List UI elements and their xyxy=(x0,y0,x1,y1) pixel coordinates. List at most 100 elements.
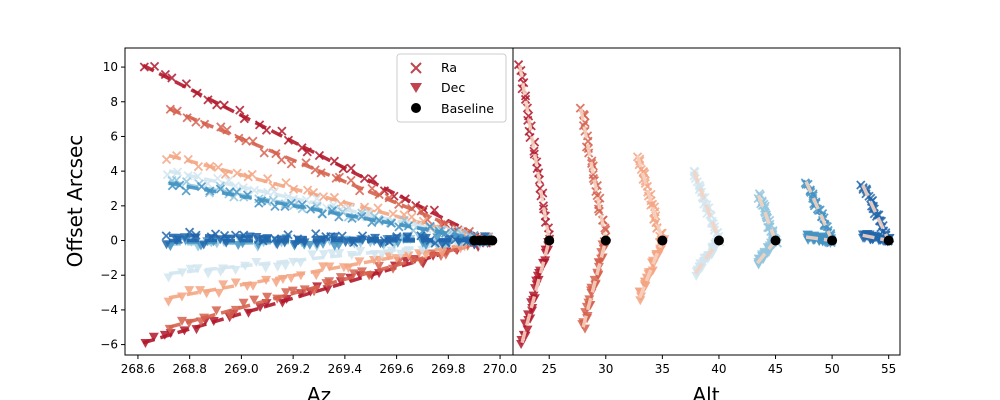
x-tick-label: 35 xyxy=(655,362,670,376)
ra-fit-line xyxy=(635,155,665,242)
y-tick-label: 0 xyxy=(110,234,118,248)
dec-point xyxy=(318,250,329,260)
left-data-marks xyxy=(139,61,498,349)
dec-point xyxy=(280,261,291,271)
dec-point xyxy=(395,249,406,259)
left-y-axis-label: Offset Arcsec xyxy=(63,135,87,268)
dec-point xyxy=(203,269,214,279)
legend-ra-label: Ra xyxy=(441,60,457,75)
y-tick-label: 8 xyxy=(110,95,118,109)
dec-point xyxy=(540,256,551,266)
dec-point xyxy=(185,264,196,274)
dec-point xyxy=(348,269,359,279)
dec-point xyxy=(184,286,195,296)
ra-point xyxy=(529,149,539,159)
dec-fit-line xyxy=(638,239,664,299)
ra-fit-line xyxy=(518,65,551,241)
dec-point xyxy=(307,250,318,260)
baseline-point xyxy=(600,235,611,246)
dec-point xyxy=(238,298,249,308)
ra-fit-line xyxy=(168,169,488,243)
ra-point xyxy=(283,191,293,202)
legend-ra-marker xyxy=(410,62,422,74)
dec-point xyxy=(272,262,283,272)
baseline-point xyxy=(883,235,894,246)
dec-fit-line xyxy=(581,240,608,328)
ra-point xyxy=(213,162,223,172)
dec-fit-line xyxy=(168,238,488,329)
dec-point xyxy=(647,266,658,276)
dec-point xyxy=(355,246,366,256)
legend-box xyxy=(396,53,507,123)
x-tick-label: 269.4 xyxy=(328,362,362,376)
dec-point xyxy=(287,286,298,296)
dec-point xyxy=(213,288,224,298)
ra-point xyxy=(538,201,549,211)
y-tick-label: −6 xyxy=(100,338,118,352)
dec-point xyxy=(198,240,209,250)
x-tick-label: 268.8 xyxy=(172,362,206,376)
dec-point xyxy=(230,278,241,288)
left-axes: 268.6 268.8 269.0 269.2 269.4 269.6 269.8 270.0… xyxy=(63,47,517,400)
y-tick-label: 10 xyxy=(103,60,118,74)
y-tick-label: −4 xyxy=(100,303,118,317)
ra-fit-line xyxy=(861,184,891,242)
x-tick-label: 55 xyxy=(881,362,896,376)
ra-point xyxy=(196,181,207,192)
dec-point xyxy=(356,267,367,277)
dec-point xyxy=(280,288,291,298)
dec-point xyxy=(262,292,273,302)
baseline-point xyxy=(827,235,838,246)
ra-point xyxy=(232,187,242,197)
legend-item-dec: Dec xyxy=(410,80,465,95)
dec-point xyxy=(580,308,591,318)
dec-point xyxy=(230,305,241,315)
y-tick-label: −2 xyxy=(100,268,118,282)
dec-point xyxy=(271,278,282,288)
x-tick-label: 45 xyxy=(768,362,783,376)
dec-point xyxy=(402,232,413,242)
dec-point xyxy=(327,249,338,259)
dec-point xyxy=(391,254,402,264)
ra-point xyxy=(318,192,329,202)
ra-point xyxy=(259,148,269,158)
ra-fit-line xyxy=(168,153,488,243)
y-tick-label: 2 xyxy=(110,199,118,213)
dec-point xyxy=(195,286,206,296)
x-tick-label: 269.0 xyxy=(224,362,258,376)
ra-point xyxy=(601,225,611,235)
dec-point xyxy=(528,291,539,301)
legend-dec-marker xyxy=(410,83,422,93)
baseline-point xyxy=(487,235,498,246)
dec-point xyxy=(225,311,236,321)
ra-point xyxy=(215,181,225,191)
dec-point xyxy=(299,285,310,295)
dec-point xyxy=(373,261,384,271)
right-data-marks xyxy=(513,60,895,349)
baseline-point xyxy=(544,235,555,246)
ra-point xyxy=(520,94,531,105)
legend: Ra Dec Baseline xyxy=(396,53,507,123)
ra-fit-line xyxy=(142,63,488,243)
dec-point xyxy=(251,257,262,267)
x-tick-label: 25 xyxy=(542,362,557,376)
ra-point xyxy=(346,175,356,186)
y-tick-label: 4 xyxy=(110,164,118,178)
dec-point xyxy=(340,238,351,248)
ra-point xyxy=(594,206,604,216)
baseline-point xyxy=(657,235,668,246)
ra-fit-line xyxy=(756,194,778,242)
dec-point xyxy=(333,241,344,251)
legend-item-ra: Ra xyxy=(410,60,457,75)
dec-point xyxy=(335,273,346,283)
dec-point xyxy=(324,277,335,287)
dec-point xyxy=(354,257,365,267)
x-tick-label: 269.6 xyxy=(379,362,413,376)
right-axes: 25 30 35 40 45 50 55 Alt xyxy=(512,47,901,400)
legend-dec-label: Dec xyxy=(441,80,465,95)
dec-point xyxy=(163,273,174,283)
ra-point xyxy=(235,105,245,115)
x-tick-label: 50 xyxy=(824,362,839,376)
dec-point xyxy=(218,280,229,290)
ra-fit-line xyxy=(579,108,608,241)
